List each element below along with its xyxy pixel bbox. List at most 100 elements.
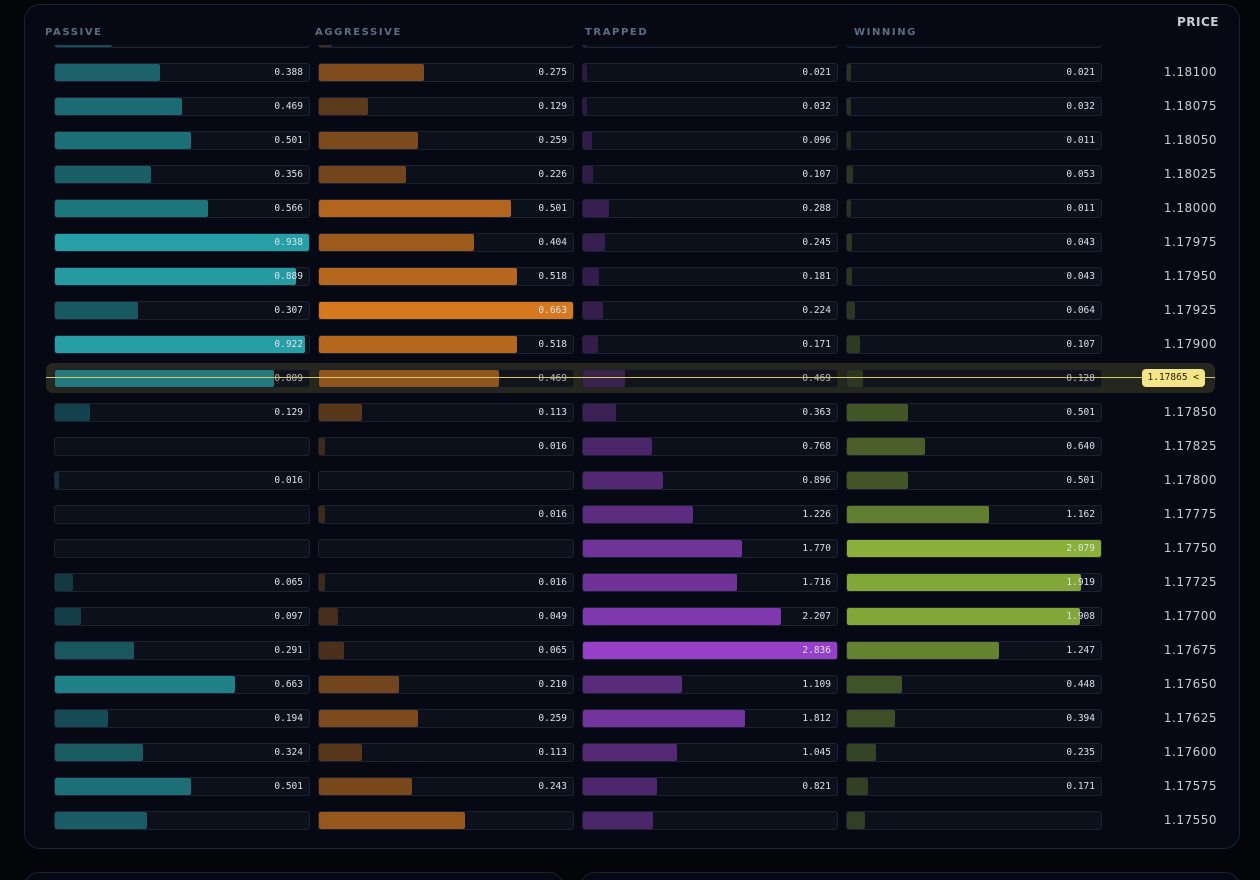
winning-bar: 0.107 [846, 335, 1102, 354]
trapped-bar: 0.107 [582, 165, 838, 184]
passive-bar-fill [55, 642, 134, 659]
winning-value: 0.032 [1066, 101, 1095, 112]
winning-bar: 0.053 [846, 165, 1102, 184]
winning-value: 0.448 [1066, 679, 1095, 690]
price-row[interactable]: 0.129 0.113 0.363 0.501 1.17850 [25, 395, 1239, 429]
trapped-value: 0.896 [802, 475, 831, 486]
winning-value: 0.171 [1066, 781, 1095, 792]
price-row[interactable]: 0.938 0.404 0.245 0.043 1.17975 [25, 225, 1239, 259]
aggressive-bar: 0.259 [318, 709, 574, 728]
price-level: 1.17850 [1163, 405, 1217, 419]
column-header: PASSIVE AGGRESSIVE TRAPPED WINNING PRICE [25, 5, 1239, 45]
passive-bar: 0.889 [54, 267, 310, 286]
price-level: 1.18050 [1163, 133, 1217, 147]
price-level: 1.17825 [1163, 439, 1217, 453]
aggressive-bar-fill [319, 642, 344, 659]
trapped-bar [582, 45, 838, 48]
trapped-bar: 0.821 [582, 777, 838, 796]
trapped-bar-fill [583, 506, 693, 523]
trapped-bar-fill [583, 540, 742, 557]
trapped-bar: 2.836 [582, 641, 838, 660]
header-passive: PASSIVE [45, 27, 103, 38]
passive-value: 0.097 [274, 611, 303, 622]
winning-value: 1.162 [1066, 509, 1095, 520]
price-row[interactable]: 0.097 0.049 2.207 1.908 1.17700 [25, 599, 1239, 633]
winning-bar-fill [847, 506, 989, 523]
current-price-line [46, 377, 1215, 378]
price-row[interactable]: 1.17550 [25, 803, 1239, 830]
price-row[interactable]: 0.566 0.501 0.288 0.011 1.18000 [25, 191, 1239, 225]
trapped-bar-fill [583, 302, 604, 319]
passive-bar: 0.097 [54, 607, 310, 626]
passive-bar: 0.194 [54, 709, 310, 728]
price-level: 1.17925 [1163, 303, 1217, 317]
aggressive-bar: 0.663 [318, 301, 574, 320]
trapped-value: 1.770 [802, 543, 831, 554]
aggressive-bar-fill [319, 608, 338, 625]
price-row[interactable]: 0.307 0.663 0.224 0.064 1.17925 [25, 293, 1239, 327]
aggressive-bar: 0.065 [318, 641, 574, 660]
passive-bar-fill [55, 64, 161, 81]
trapped-value: 1.716 [802, 577, 831, 588]
aggressive-bar-fill [319, 676, 400, 693]
aggressive-value: 0.259 [538, 713, 567, 724]
price-ladder[interactable]: 1.181250.3880.2750.0210.0211.181000.4690… [25, 45, 1239, 830]
price-row[interactable]: 0.065 0.016 1.716 1.919 1.17725 [25, 565, 1239, 599]
price-row[interactable]: 0.501 0.243 0.821 0.171 1.17575 [25, 769, 1239, 803]
trapped-bar: 0.096 [582, 131, 838, 150]
price-row[interactable]: 0.469 0.129 0.032 0.032 1.18075 [25, 89, 1239, 123]
passive-bar: 0.469 [54, 97, 310, 116]
aggressive-value: 0.226 [538, 169, 567, 180]
passive-value: 0.356 [274, 169, 303, 180]
price-row[interactable]: 0.016 1.226 1.162 1.17775 [25, 497, 1239, 531]
winning-bar-fill [847, 438, 926, 455]
price-row[interactable]: 0.922 0.518 0.171 0.107 1.17900 [25, 327, 1239, 361]
price-row[interactable]: 0.388 0.275 0.021 0.021 1.18100 [25, 55, 1239, 89]
price-row[interactable]: 0.016 0.896 0.501 1.17800 [25, 463, 1239, 497]
passive-bar-fill [55, 98, 182, 115]
price-row[interactable]: 1.770 2.079 1.17750 [25, 531, 1239, 565]
trapped-bar: 0.469 [582, 369, 838, 388]
passive-bar-fill [55, 574, 73, 591]
price-row[interactable]: 0.663 0.210 1.109 0.448 1.17650 [25, 667, 1239, 701]
winning-value: 0.064 [1066, 305, 1095, 316]
aggressive-bar-fill [319, 336, 518, 353]
price-row[interactable]: 0.889 0.518 0.181 0.043 1.17950 [25, 259, 1239, 293]
trapped-value: 0.821 [802, 781, 831, 792]
price-row[interactable]: 0.194 0.259 1.812 0.394 1.17625 [25, 701, 1239, 735]
aggressive-bar: 0.518 [318, 267, 574, 286]
trapped-value: 1.812 [802, 713, 831, 724]
aggressive-value: 0.243 [538, 781, 567, 792]
price-row[interactable]: 0.356 0.226 0.107 0.053 1.18025 [25, 157, 1239, 191]
passive-bar-fill [55, 744, 143, 761]
trapped-value: 0.363 [802, 407, 831, 418]
winning-bar: 0.011 [846, 199, 1102, 218]
current-price-row[interactable]: 0.809 0.469 0.469 0.128 1.17865 < [25, 361, 1239, 395]
price-row[interactable]: 0.501 0.259 0.096 0.011 1.18050 [25, 123, 1239, 157]
winning-value: 1.247 [1066, 645, 1095, 656]
passive-bar: 0.307 [54, 301, 310, 320]
winning-value: 0.501 [1066, 475, 1095, 486]
price-row[interactable]: 0.016 0.768 0.640 1.17825 [25, 429, 1239, 463]
bottom-panel-right [580, 872, 1240, 880]
winning-bar: 0.171 [846, 777, 1102, 796]
trapped-bar-fill [583, 574, 737, 591]
price-row[interactable]: 1.18125 [25, 45, 1239, 55]
price-row[interactable]: 0.324 0.113 1.045 0.235 1.17600 [25, 735, 1239, 769]
price-row[interactable]: 0.291 0.065 2.836 1.247 1.17675 [25, 633, 1239, 667]
passive-value: 0.065 [274, 577, 303, 588]
trapped-bar-fill [583, 132, 592, 149]
passive-bar: 0.938 [54, 233, 310, 252]
aggressive-bar: 0.243 [318, 777, 574, 796]
trapped-value: 0.224 [802, 305, 831, 316]
price-level: 1.17700 [1163, 609, 1217, 623]
winning-value: 2.079 [1066, 543, 1095, 554]
passive-bar-fill [55, 472, 60, 489]
trapped-bar: 0.896 [582, 471, 838, 490]
aggressive-value: 0.129 [538, 101, 567, 112]
passive-bar-fill [55, 336, 305, 353]
winning-bar-fill [847, 64, 851, 81]
price-level: 1.17675 [1163, 643, 1217, 657]
price-level: 1.17725 [1163, 575, 1217, 589]
trapped-value: 0.469 [802, 373, 831, 384]
